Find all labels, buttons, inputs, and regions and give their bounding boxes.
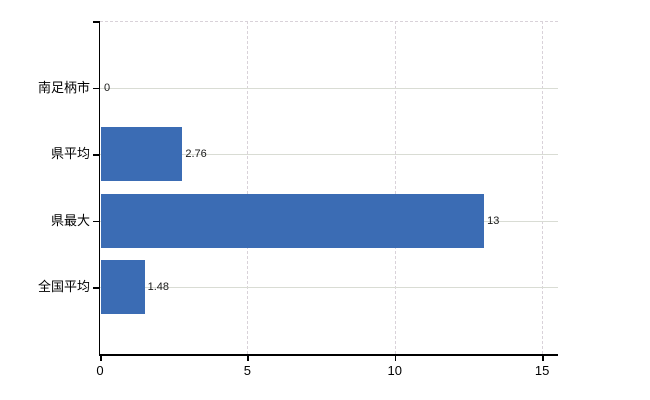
y-tick — [93, 220, 99, 223]
horizontal-gridline — [100, 287, 558, 289]
y-tick — [93, 154, 99, 156]
category-label: 県平均 — [50, 146, 90, 162]
value-label: 0 — [104, 81, 111, 94]
y-tick — [93, 21, 99, 23]
category-label: 南足柄市 — [37, 79, 90, 95]
horizontal-gridline — [100, 154, 558, 156]
vertical-gridline — [542, 21, 544, 354]
x-tick-label: 5 — [243, 363, 251, 378]
y-axis-line — [98, 21, 100, 356]
x-tick — [394, 355, 397, 361]
x-tick-label: 0 — [96, 363, 104, 378]
x-tick — [100, 355, 102, 361]
category-label: 県最大 — [50, 212, 90, 228]
bar — [101, 260, 145, 315]
y-tick — [93, 287, 99, 289]
y-tick — [93, 87, 99, 90]
vertical-gridline — [394, 21, 396, 354]
category-label: 全国平均 — [37, 279, 90, 295]
value-label: 1.48 — [147, 281, 170, 294]
x-axis-line — [98, 354, 558, 356]
bar — [101, 193, 485, 248]
horizontal-gridline — [100, 87, 558, 89]
x-tick — [542, 355, 544, 361]
x-tick-label: 10 — [387, 363, 402, 378]
value-label: 2.76 — [185, 148, 207, 161]
vertical-gridline — [247, 21, 249, 354]
bar — [101, 127, 183, 182]
value-label: 13 — [487, 214, 500, 227]
plot-top-border — [100, 21, 558, 22]
x-tick-label: 15 — [534, 363, 550, 378]
x-tick — [247, 355, 249, 361]
